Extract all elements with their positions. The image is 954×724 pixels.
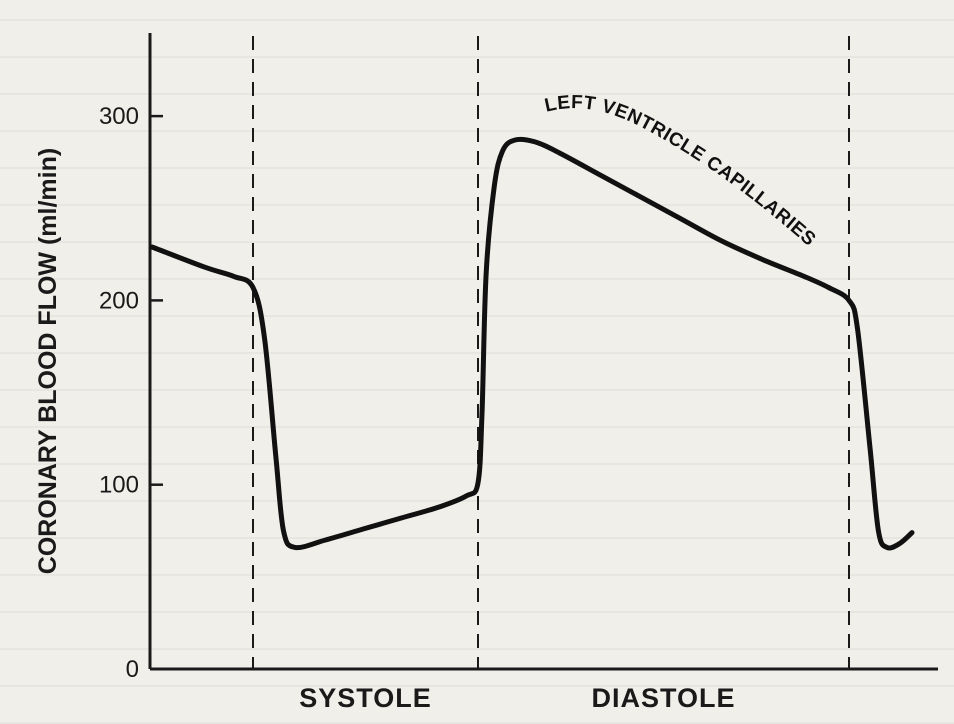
y-ticks: 0 100 200 300 (99, 103, 163, 683)
y-tick-label: 300 (99, 103, 139, 130)
y-tick-label: 200 (99, 287, 139, 314)
phase-divider-lines (252, 36, 850, 669)
phase-label-systole: SYSTOLE (299, 683, 432, 713)
phase-labels: SYSTOLE DIASTOLE (299, 683, 735, 713)
curve-annotation-label: LEFT VENTRICLE CAPILLARIES (543, 92, 820, 250)
curve-annotation: LEFT VENTRICLE CAPILLARIES (543, 92, 820, 250)
phase-label-diastole: DIASTOLE (591, 683, 735, 713)
series-group (149, 136, 915, 551)
series-line (149, 136, 915, 551)
y-tick-label: 100 (99, 472, 139, 499)
axes (148, 33, 938, 671)
y-axis-label: CORONARY BLOOD FLOW (ml/min) (34, 148, 62, 574)
y-tick-label: 0 (126, 656, 139, 683)
